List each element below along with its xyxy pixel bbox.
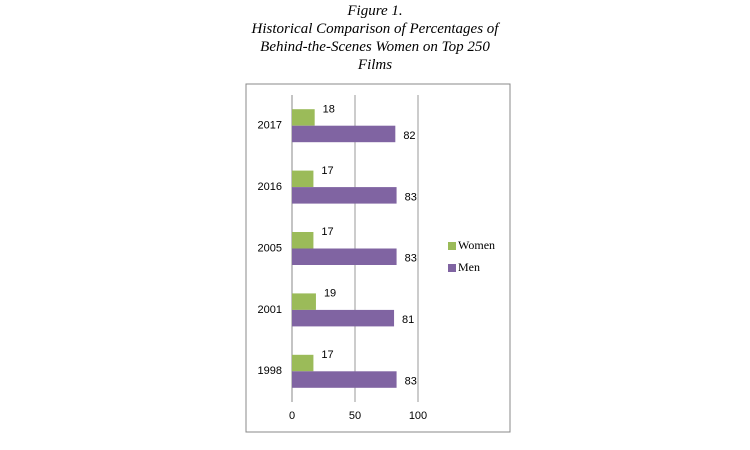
data-label: 17 [321,226,333,238]
bar [292,248,397,265]
chart-frame [245,83,511,433]
chart-subtitle: Historical Comparison of Percentages of … [251,21,499,73]
bar [292,232,314,249]
legend-swatch [448,264,456,272]
legend-swatch [448,242,456,250]
bar [292,354,314,372]
bar [292,170,314,188]
bar [292,125,396,143]
data-label: 18 [323,103,335,115]
bar [292,109,315,126]
data-label: 83 [405,191,417,203]
data-label: 81 [402,314,414,326]
data-label: 83 [405,375,417,387]
data-label: 83 [405,253,417,265]
y-tick-label: 2005 [258,242,282,254]
x-tick-label: 100 [409,410,427,422]
y-tick-label: 2001 [258,304,282,316]
data-label: 82 [403,130,415,142]
y-tick-label: 1998 [258,365,282,377]
data-label: 17 [321,349,333,361]
y-tick-label: 2017 [258,120,282,132]
x-tick-label: 0 [289,410,295,422]
bar [292,187,397,204]
y-tick-label: 2016 [258,181,282,193]
legend-label: Women [458,238,495,252]
data-label: 17 [321,165,333,177]
bar [292,371,397,388]
data-label: 19 [324,288,336,300]
chart-heading: Figure 1. Historical Comparison of Perce… [230,2,520,74]
bar [292,309,395,327]
x-tick-label: 50 [349,410,361,422]
bar [292,293,316,310]
legend-label: Men [458,260,480,274]
chart-title: Figure 1. [347,3,403,19]
